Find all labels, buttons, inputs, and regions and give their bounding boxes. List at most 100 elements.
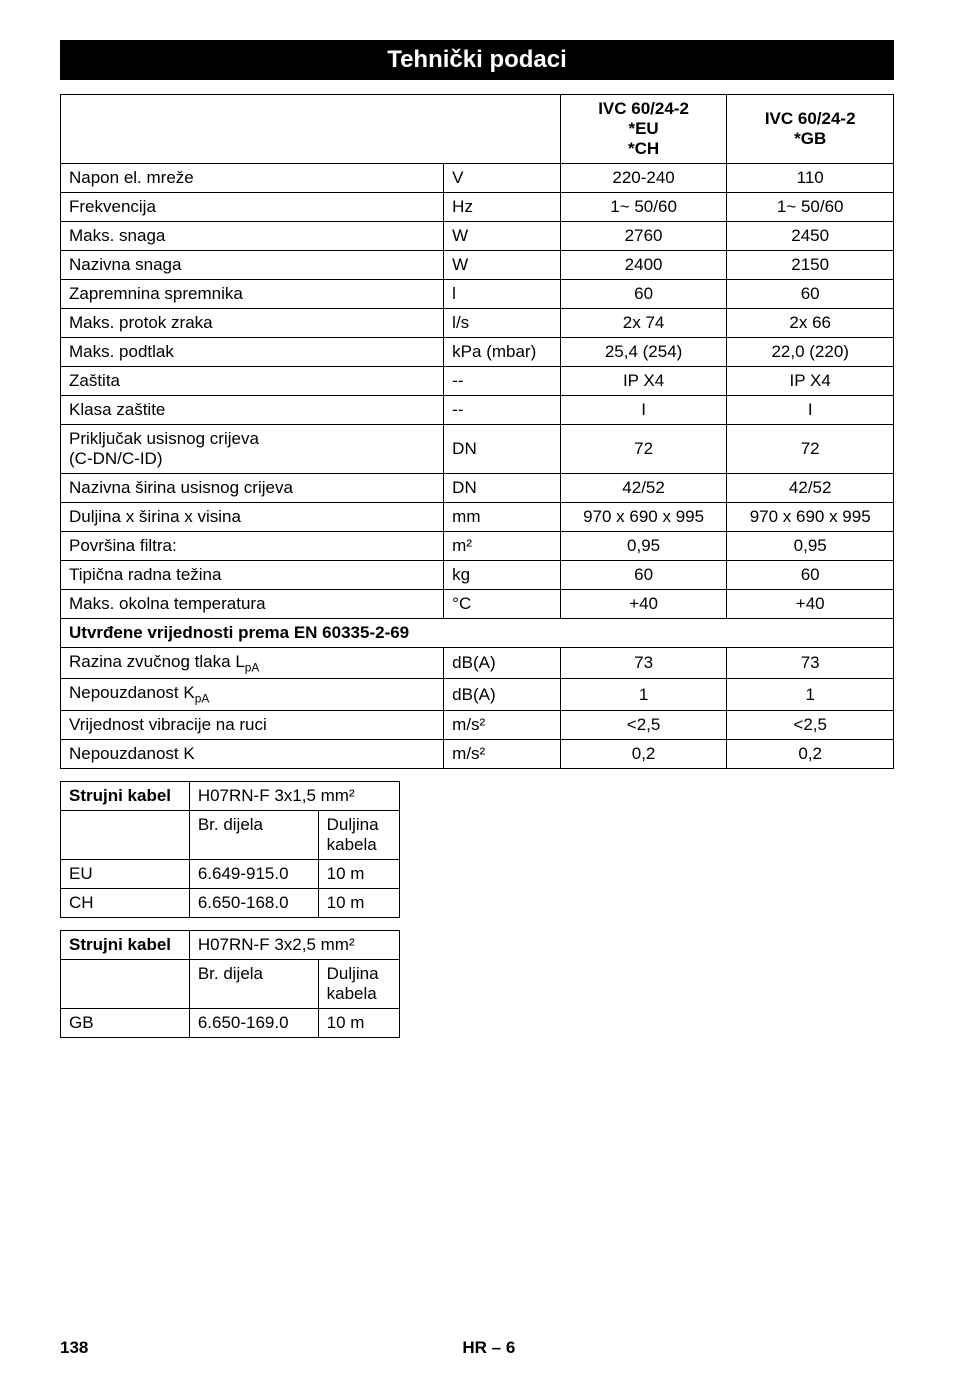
spec-label: Nepouzdanost K [61, 739, 444, 768]
spec-v1: 60 [560, 561, 727, 590]
spec-label: Maks. protok zraka [61, 309, 444, 338]
spec-label: Zaštita [61, 367, 444, 396]
page-footer: 138 HR – 6 . [60, 1338, 894, 1358]
cable-cell: CH [61, 888, 190, 917]
spec-label: Zapremnina spremnika [61, 280, 444, 309]
spec-label: Nazivna snaga [61, 251, 444, 280]
spec-label: Frekvencija [61, 193, 444, 222]
spec-v2: IP X4 [727, 367, 894, 396]
spec-v2: 970 x 690 x 995 [727, 503, 894, 532]
spec-unit: l [444, 280, 561, 309]
cable-h-part: Br. dijela [189, 959, 318, 1008]
spec-v2: 72 [727, 425, 894, 474]
spec-v1: 0,2 [560, 739, 727, 768]
cable-label: Strujni kabel [61, 930, 190, 959]
spec-v1: 42/52 [560, 474, 727, 503]
cable-cell: GB [61, 1008, 190, 1037]
page-number: 138 [60, 1338, 88, 1358]
spec-v1: 73 [560, 648, 727, 679]
spec-v1: I [560, 396, 727, 425]
spec-v2: 22,0 (220) [727, 338, 894, 367]
spec-v1: 1 [560, 679, 727, 710]
spec-unit: m/s² [444, 710, 561, 739]
cable-label: Strujni kabel [61, 781, 190, 810]
spec-label: Nepouzdanost KpA [61, 679, 444, 710]
spec-label: Klasa zaštite [61, 396, 444, 425]
cable-empty [61, 959, 190, 1008]
spec-v2: 2450 [727, 222, 894, 251]
spec-unit: V [444, 164, 561, 193]
spec-v2: 1 [727, 679, 894, 710]
specs-table: IVC 60/24-2 *EU *CH IVC 60/24-2 *GB Napo… [60, 94, 894, 769]
section-header: Utvrđene vrijednosti prema EN 60335-2-69 [61, 619, 894, 648]
spec-unit: Hz [444, 193, 561, 222]
spec-unit: m² [444, 532, 561, 561]
cable-h-len: Duljina kabela [318, 810, 399, 859]
spec-v2: 42/52 [727, 474, 894, 503]
spec-unit: mm [444, 503, 561, 532]
spec-unit: -- [444, 396, 561, 425]
cable-empty [61, 810, 190, 859]
spec-v2: 1~ 50/60 [727, 193, 894, 222]
spec-v2: 60 [727, 280, 894, 309]
spec-unit: W [444, 222, 561, 251]
page-title: Tehnički podaci [60, 40, 894, 80]
spec-unit: -- [444, 367, 561, 396]
spec-unit: DN [444, 425, 561, 474]
cable-cell: 6.649-915.0 [189, 859, 318, 888]
spec-v1: 0,95 [560, 532, 727, 561]
spec-v1: +40 [560, 590, 727, 619]
cable-h-len: Duljina kabela [318, 959, 399, 1008]
spec-v1: 220-240 [560, 164, 727, 193]
cable-cell: 10 m [318, 1008, 399, 1037]
cable-cell: 6.650-168.0 [189, 888, 318, 917]
spec-v1: 2400 [560, 251, 727, 280]
spec-label: Napon el. mreže [61, 164, 444, 193]
spec-v2: I [727, 396, 894, 425]
cable-spec: H07RN-F 3x1,5 mm² [189, 781, 399, 810]
spec-v1: 2760 [560, 222, 727, 251]
spec-label: Površina filtra: [61, 532, 444, 561]
spec-v2: 60 [727, 561, 894, 590]
spec-unit: kg [444, 561, 561, 590]
spec-label: Razina zvučnog tlaka LpA [61, 648, 444, 679]
spec-label: Tipična radna težina [61, 561, 444, 590]
cable-table-1: Strujni kabel H07RN-F 3x1,5 mm² Br. dije… [60, 781, 400, 918]
spec-unit: W [444, 251, 561, 280]
spec-v2: 110 [727, 164, 894, 193]
spec-label: Maks. snaga [61, 222, 444, 251]
spec-v1: <2,5 [560, 710, 727, 739]
cable-cell: EU [61, 859, 190, 888]
spec-v2: 0,2 [727, 739, 894, 768]
spec-v1: IP X4 [560, 367, 727, 396]
spec-v2: <2,5 [727, 710, 894, 739]
spec-unit: dB(A) [444, 648, 561, 679]
cable-spec: H07RN-F 3x2,5 mm² [189, 930, 399, 959]
spec-v1: 1~ 50/60 [560, 193, 727, 222]
spec-unit: dB(A) [444, 679, 561, 710]
spec-v2: 2x 66 [727, 309, 894, 338]
spec-v2: 73 [727, 648, 894, 679]
spec-unit: °C [444, 590, 561, 619]
spec-v1: 25,4 (254) [560, 338, 727, 367]
spec-label: Maks. podtlak [61, 338, 444, 367]
spec-v2: 0,95 [727, 532, 894, 561]
spec-unit: DN [444, 474, 561, 503]
spec-v2: +40 [727, 590, 894, 619]
spec-v2: 2150 [727, 251, 894, 280]
cable-cell: 10 m [318, 859, 399, 888]
cable-cell: 6.650-169.0 [189, 1008, 318, 1037]
spec-unit: m/s² [444, 739, 561, 768]
spec-v1: 72 [560, 425, 727, 474]
spec-label: Priključak usisnog crijeva (C-DN/C-ID) [61, 425, 444, 474]
spec-unit: l/s [444, 309, 561, 338]
header-v1: IVC 60/24-2 *EU *CH [560, 95, 727, 164]
spec-label: Vrijednost vibracije na ruci [61, 710, 444, 739]
spec-unit: kPa (mbar) [444, 338, 561, 367]
spec-v1: 970 x 690 x 995 [560, 503, 727, 532]
section-code: HR – 6 [462, 1338, 515, 1358]
cable-cell: 10 m [318, 888, 399, 917]
header-v2: IVC 60/24-2 *GB [727, 95, 894, 164]
spec-label: Nazivna širina usisnog crijeva [61, 474, 444, 503]
cable-table-2: Strujni kabel H07RN-F 3x2,5 mm² Br. dije… [60, 930, 400, 1038]
